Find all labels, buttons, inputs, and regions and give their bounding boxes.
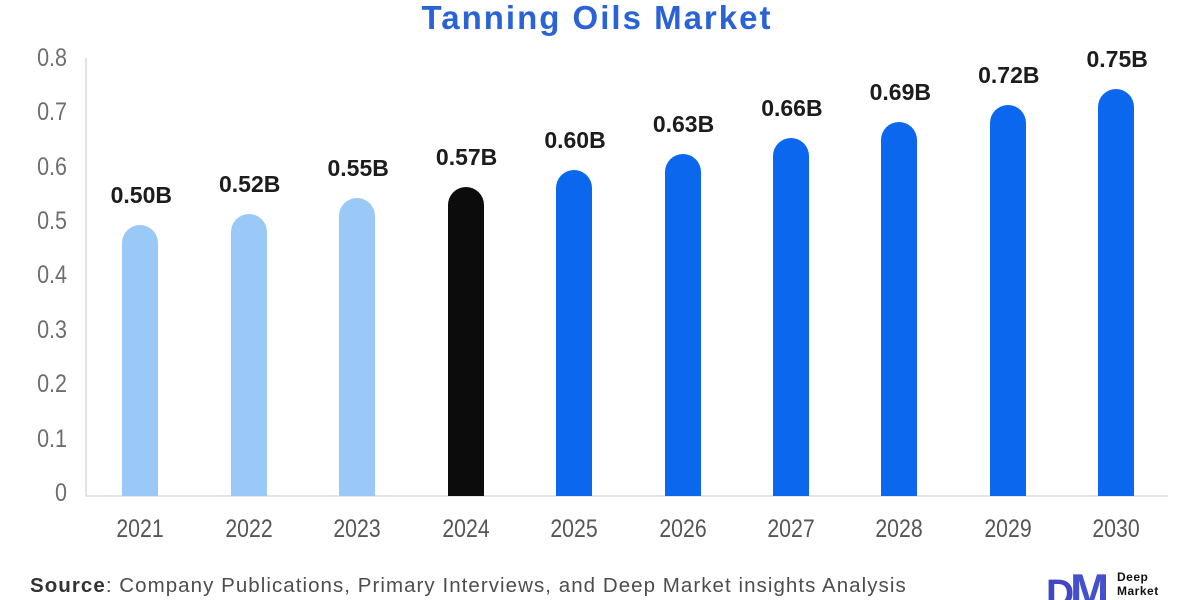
svg-text:M: M [1070,565,1109,600]
svg-text:D: D [1046,573,1074,600]
